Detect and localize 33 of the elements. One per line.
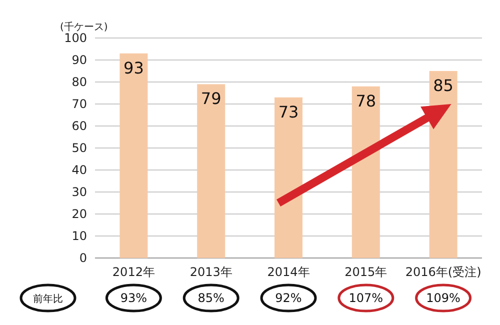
y-axis-title: (千ケース) (60, 21, 108, 33)
x-tick-label: 2014年 (267, 265, 310, 279)
bar (274, 97, 302, 258)
y-tick-label: 20 (72, 207, 87, 221)
y-tick-label: 30 (72, 185, 87, 199)
text: 107% (348, 291, 384, 305)
x-tick-label: 2015年 (344, 265, 388, 279)
bar (120, 53, 148, 258)
bar (197, 84, 226, 258)
y-tick-label: 100 (64, 31, 87, 45)
data-label: 93 (124, 58, 144, 78)
data-label: 78 (356, 91, 376, 110)
data-label: 73 (278, 102, 299, 122)
text: 前年比 (33, 293, 63, 305)
bar (352, 86, 380, 258)
x-tick-label: 2013年 (190, 265, 232, 279)
bar (429, 71, 458, 258)
text: 109% (426, 291, 460, 305)
y-tick-label: 50 (72, 141, 87, 155)
data-label: 79 (200, 89, 222, 108)
text: 85% (198, 291, 224, 305)
y-tick-label: 80 (72, 75, 87, 89)
y-tick-label: 10 (72, 229, 87, 243)
y-tick-label: 60 (72, 119, 87, 133)
x-tick-label: 2016年(受注) (405, 265, 482, 279)
text: 93% (120, 291, 148, 305)
text: 92% (275, 291, 302, 305)
y-tick-label: 70 (72, 97, 87, 111)
x-tick-label: 2012年 (112, 265, 155, 279)
y-tick-label: 40 (72, 163, 87, 177)
data-label: 85 (433, 76, 454, 95)
y-tick-label: 0 (79, 251, 87, 265)
y-tick-label: 90 (72, 53, 87, 67)
